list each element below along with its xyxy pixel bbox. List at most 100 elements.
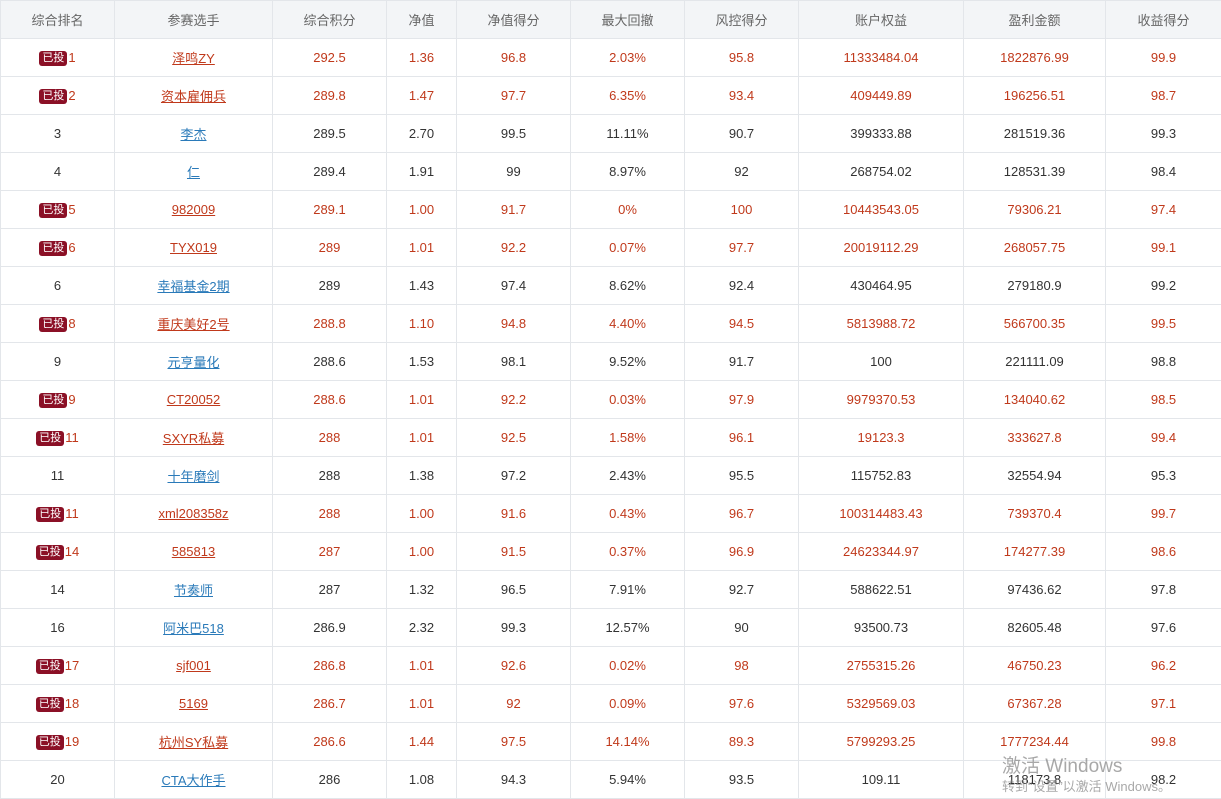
equity-cell: 430464.95	[799, 267, 964, 305]
risk-score-cell: 96.7	[685, 495, 799, 533]
max-drawdown-cell: 6.35%	[571, 77, 685, 115]
nav-score-cell: 92	[457, 685, 571, 723]
equity-cell: 588622.51	[799, 571, 964, 609]
invested-badge: 已投	[39, 393, 67, 408]
nav-score-cell: 94.3	[457, 761, 571, 799]
col-header-profit[interactable]: 盈利金额	[964, 1, 1106, 39]
player-cell: SXYR私募	[115, 419, 273, 457]
player-link[interactable]: 5169	[179, 696, 208, 711]
rank-value: 17	[65, 658, 79, 673]
player-link[interactable]: 李杰	[180, 127, 206, 142]
player-link[interactable]: 元亨量化	[167, 355, 219, 370]
invested-badge: 已投	[36, 431, 64, 446]
player-link[interactable]: 幸福基金2期	[157, 279, 229, 294]
player-link[interactable]: 节奏师	[174, 583, 213, 598]
nav-cell: 2.70	[387, 115, 457, 153]
col-header-equity[interactable]: 账户权益	[799, 1, 964, 39]
player-cell: 元亨量化	[115, 343, 273, 381]
col-header-nav[interactable]: 净值	[387, 1, 457, 39]
player-cell: TYX019	[115, 229, 273, 267]
rank-value: 1	[68, 50, 75, 65]
player-cell: 重庆美好2号	[115, 305, 273, 343]
return-score-cell: 99.7	[1106, 495, 1221, 533]
score-cell: 289.1	[273, 191, 387, 229]
risk-score-cell: 97.6	[685, 685, 799, 723]
max-drawdown-cell: 8.97%	[571, 153, 685, 191]
col-header-risk-score[interactable]: 风控得分	[685, 1, 799, 39]
player-link[interactable]: SXYR私募	[163, 431, 224, 446]
rank-value: 18	[65, 696, 79, 711]
profit-cell: 46750.23	[964, 647, 1106, 685]
rank-cell: 3	[1, 115, 115, 153]
risk-score-cell: 94.5	[685, 305, 799, 343]
player-link[interactable]: 泽鸣ZY	[172, 51, 215, 66]
player-link[interactable]: 阿米巴518	[163, 621, 224, 636]
col-header-max-drawdown[interactable]: 最大回撤	[571, 1, 685, 39]
nav-cell: 1.01	[387, 381, 457, 419]
player-link[interactable]: 十年磨剑	[167, 469, 219, 484]
player-link[interactable]: CT20052	[167, 392, 220, 407]
player-cell: xml208358z	[115, 495, 273, 533]
player-link[interactable]: 仁	[187, 165, 200, 180]
return-score-cell: 99.5	[1106, 305, 1221, 343]
risk-score-cell: 92.7	[685, 571, 799, 609]
max-drawdown-cell: 5.94%	[571, 761, 685, 799]
max-drawdown-cell: 0.07%	[571, 229, 685, 267]
player-link[interactable]: 982009	[172, 202, 215, 217]
nav-cell: 1.01	[387, 419, 457, 457]
player-link[interactable]: 585813	[172, 544, 215, 559]
rank-value: 2	[68, 88, 75, 103]
score-cell: 288.6	[273, 381, 387, 419]
max-drawdown-cell: 0.03%	[571, 381, 685, 419]
player-link[interactable]: CTA大作手	[161, 773, 225, 788]
nav-cell: 1.01	[387, 229, 457, 267]
max-drawdown-cell: 0.09%	[571, 685, 685, 723]
max-drawdown-cell: 2.43%	[571, 457, 685, 495]
rank-value: 6	[54, 278, 61, 293]
equity-cell: 399333.88	[799, 115, 964, 153]
max-drawdown-cell: 0%	[571, 191, 685, 229]
score-cell: 288.6	[273, 343, 387, 381]
risk-score-cell: 93.5	[685, 761, 799, 799]
col-header-score[interactable]: 综合积分	[273, 1, 387, 39]
player-link[interactable]: 重庆美好2号	[157, 317, 229, 332]
nav-score-cell: 91.6	[457, 495, 571, 533]
max-drawdown-cell: 0.02%	[571, 647, 685, 685]
nav-cell: 2.32	[387, 609, 457, 647]
player-link[interactable]: sjf001	[176, 658, 211, 673]
equity-cell: 115752.83	[799, 457, 964, 495]
player-link[interactable]: TYX019	[170, 240, 217, 255]
rank-value: 11	[65, 430, 79, 445]
col-header-rank[interactable]: 综合排名	[1, 1, 115, 39]
nav-cell: 1.01	[387, 647, 457, 685]
max-drawdown-cell: 0.37%	[571, 533, 685, 571]
col-header-return-score[interactable]: 收益得分	[1106, 1, 1221, 39]
nav-score-cell: 99	[457, 153, 571, 191]
return-score-cell: 96.2	[1106, 647, 1221, 685]
rank-value: 5	[68, 202, 75, 217]
player-link[interactable]: xml208358z	[158, 506, 228, 521]
player-cell: 5169	[115, 685, 273, 723]
score-cell: 286.7	[273, 685, 387, 723]
col-header-nav-score[interactable]: 净值得分	[457, 1, 571, 39]
risk-score-cell: 96.1	[685, 419, 799, 457]
rank-value: 9	[54, 354, 61, 369]
nav-score-cell: 92.2	[457, 381, 571, 419]
invested-badge: 已投	[39, 241, 67, 256]
profit-cell: 1777234.44	[964, 723, 1106, 761]
col-header-player[interactable]: 参赛选手	[115, 1, 273, 39]
equity-cell: 5813988.72	[799, 305, 964, 343]
max-drawdown-cell: 2.03%	[571, 39, 685, 77]
invested-badge: 已投	[39, 203, 67, 218]
max-drawdown-cell: 1.58%	[571, 419, 685, 457]
player-link[interactable]: 杭州SY私募	[159, 735, 228, 750]
player-link[interactable]: 资本雇佣兵	[161, 89, 226, 104]
risk-score-cell: 97.9	[685, 381, 799, 419]
